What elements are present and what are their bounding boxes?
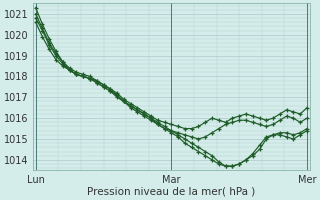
X-axis label: Pression niveau de la mer( hPa ): Pression niveau de la mer( hPa ) [87,187,255,197]
